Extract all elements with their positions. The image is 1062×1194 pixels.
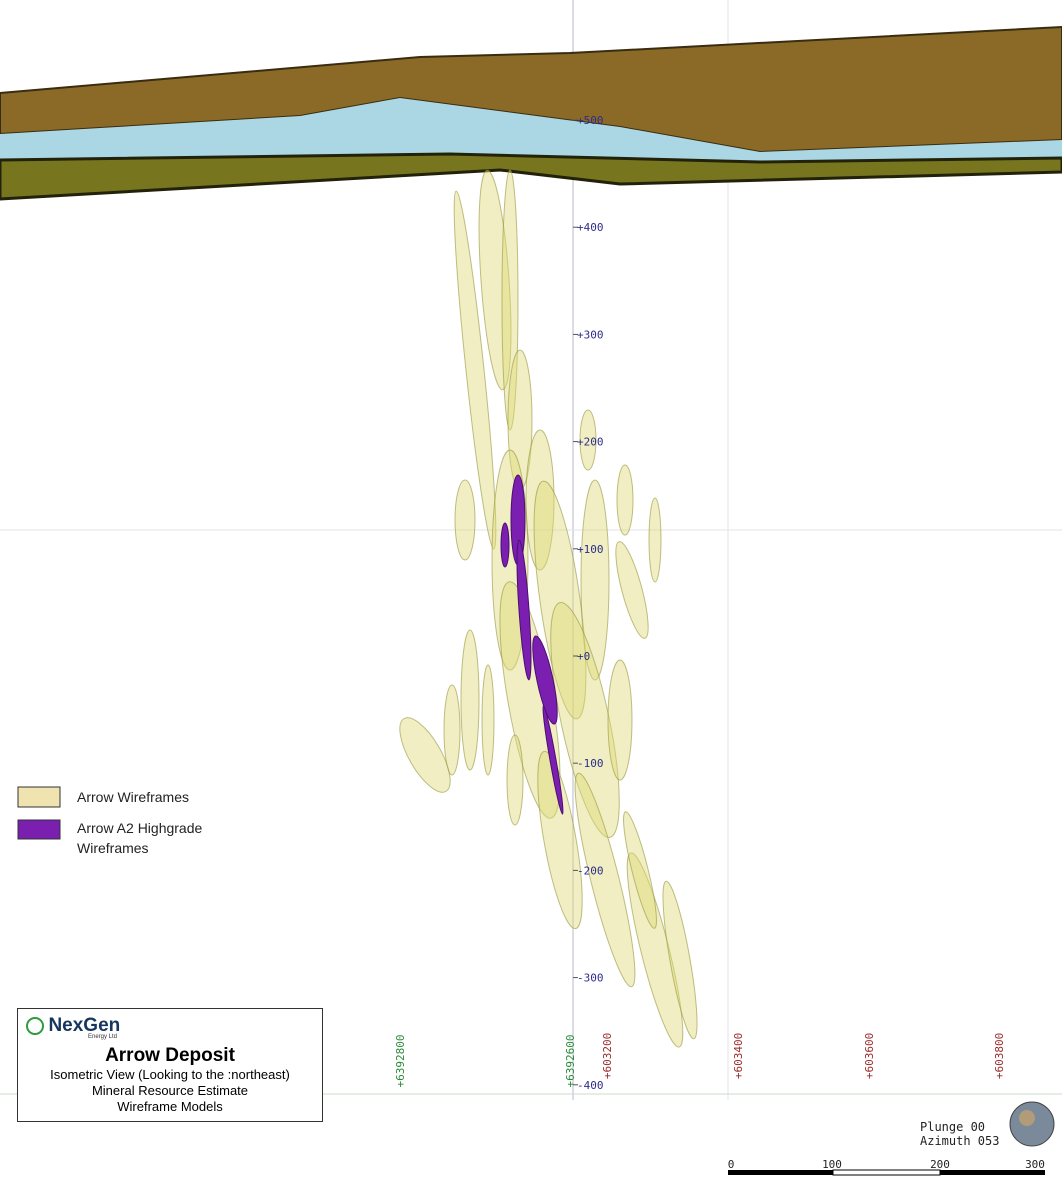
title: Arrow Deposit xyxy=(105,1045,235,1066)
wireframe xyxy=(460,629,480,771)
title-box: NexGen Energy Ltd Arrow Deposit Isometri… xyxy=(17,1008,323,1122)
view-globe-highlight xyxy=(1019,1110,1035,1126)
legend-swatch xyxy=(17,819,61,840)
logo-mark xyxy=(26,1017,44,1035)
elevation-label: -200 xyxy=(577,864,604,877)
wireframe xyxy=(607,659,633,781)
bedrock-layer xyxy=(0,152,1062,201)
elevation-label: +500 xyxy=(577,114,604,127)
elevation-label: +0 xyxy=(577,650,590,663)
wireframe xyxy=(454,479,476,561)
highgrade-wireframe xyxy=(542,705,564,815)
wireframe xyxy=(525,429,555,571)
elevation-label: -300 xyxy=(577,972,604,985)
terrain xyxy=(0,25,1062,201)
wireframe xyxy=(579,409,597,471)
elevation-label: +200 xyxy=(577,436,604,449)
easting-label: +603400 xyxy=(732,1033,745,1079)
subtitle: Mineral Resource Estimate xyxy=(91,1083,249,1098)
northing-label: +6392600 xyxy=(564,1035,577,1088)
wireframe xyxy=(399,717,451,793)
scale-segment xyxy=(832,1169,941,1176)
wireframe xyxy=(615,541,649,639)
easting-label: +603200 xyxy=(601,1033,614,1079)
legend-swatches xyxy=(17,786,61,840)
wireframe xyxy=(648,497,662,583)
wireframe xyxy=(453,190,497,550)
logo-sub: Energy Ltd xyxy=(88,1034,118,1040)
subtitle: Isometric View (Looking to the :northeas… xyxy=(50,1067,290,1082)
wireframe xyxy=(623,811,657,929)
easting-label: +603600 xyxy=(863,1033,876,1079)
logo-text: NexGen xyxy=(48,1015,121,1036)
legend-swatch xyxy=(17,786,61,808)
compass xyxy=(1009,1101,1055,1147)
legend-label: Arrow Wireframes xyxy=(77,789,190,805)
highgrade-wireframe xyxy=(516,539,532,681)
wireframe xyxy=(537,750,583,930)
logo: NexGen Energy Ltd xyxy=(18,1009,322,1045)
azimuth: Azimuth 053 xyxy=(920,1134,1000,1148)
highgrade xyxy=(500,474,564,815)
wireframe xyxy=(501,169,519,431)
subtitle: Wireframe Models xyxy=(117,1099,223,1114)
elevation-label: +400 xyxy=(577,221,604,234)
plunge: Plunge 00 xyxy=(920,1120,986,1134)
wireframe xyxy=(506,734,524,826)
wireframe xyxy=(580,479,610,681)
elevation-label: -400 xyxy=(577,1079,604,1092)
northing-label: +6392800 xyxy=(394,1035,407,1088)
scale-segment xyxy=(940,1170,1045,1175)
scale-segment xyxy=(728,1170,833,1175)
legend-label: Arrow A2 Highgrade Wireframes xyxy=(77,820,203,856)
scale-label: 100 xyxy=(822,1158,842,1171)
easting-label: +603800 xyxy=(993,1033,1006,1079)
scale-label: 300 xyxy=(1025,1158,1045,1171)
wireframe xyxy=(533,480,587,720)
wireframe xyxy=(443,684,461,776)
highgrade-wireframe xyxy=(500,522,510,568)
elevation-label: +300 xyxy=(577,328,604,341)
wireframe xyxy=(662,880,698,1040)
wireframe xyxy=(574,772,636,988)
elevation-label: -100 xyxy=(577,757,604,770)
wireframe xyxy=(616,464,634,536)
scale-label: 200 xyxy=(930,1158,950,1171)
view-info: Plunge 00 Azimuth 053 xyxy=(920,1120,999,1148)
axis-labels: +500+400+300+200+100+0-100-200-300-400+6… xyxy=(394,114,1006,1092)
wireframes xyxy=(399,169,698,1048)
highgrade-wireframe xyxy=(532,635,558,725)
scale-label: 0 xyxy=(728,1158,735,1171)
elevation-label: +100 xyxy=(577,543,604,556)
scale-bar xyxy=(728,1169,1045,1176)
water-layer xyxy=(0,98,1062,162)
wireframe xyxy=(481,664,495,776)
